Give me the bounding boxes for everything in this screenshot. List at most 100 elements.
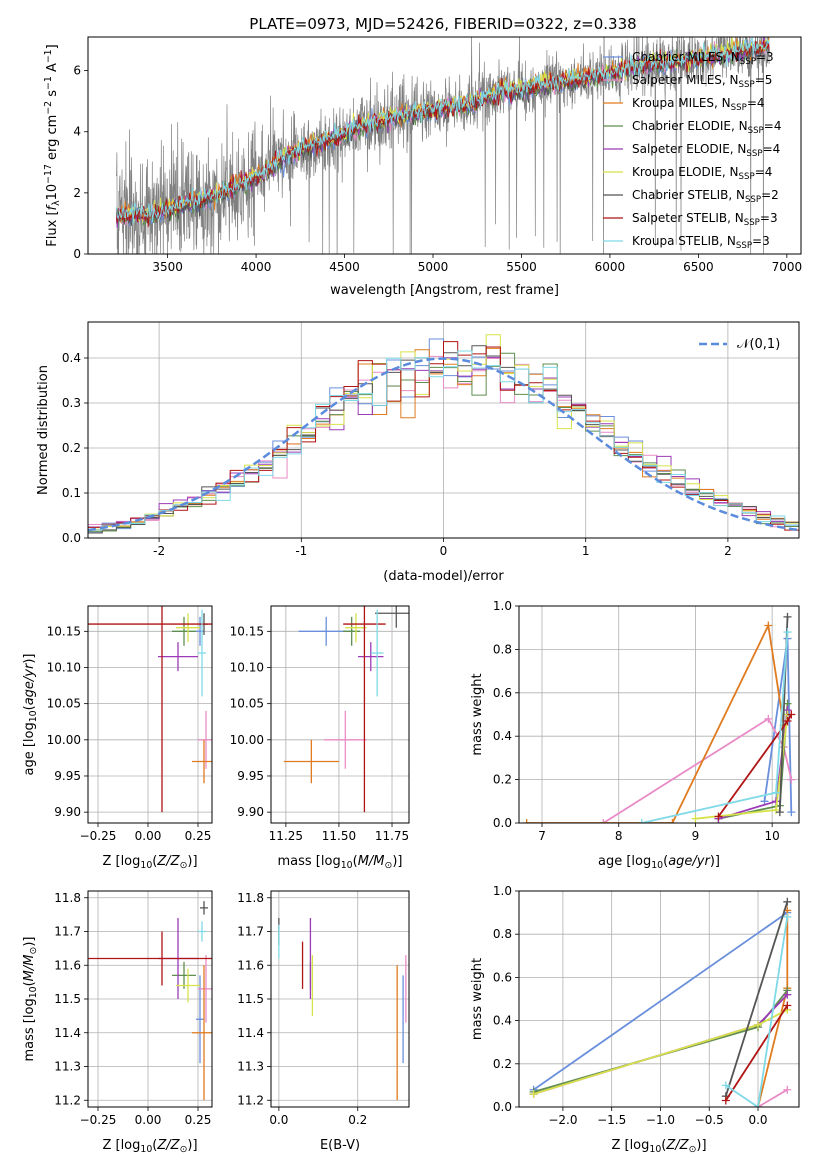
chart-layer: 3500 4000 4500 5000 5500 6000 6500 7000 0 2 4 6 wave… [22,36,802,1155]
weight-marker [764,714,773,723]
weight-line [757,1088,788,1107]
spectrum-frame [87,36,802,255]
y-tick-label: 9.90 [237,805,264,819]
weight-marker [775,808,784,817]
error-point [370,609,384,697]
mass_weight_vs_Z-xlabel: Z [log10(Z/Z⊙)] [611,1138,706,1155]
mass_weight_vs_age-frame [518,605,800,824]
weight-marker [529,1090,538,1099]
y-tick-label: 11.6 [54,958,81,972]
legend-entry: Salpeter ELODIE, NSSP=4 [632,142,780,159]
x-tick-label: -2 [153,544,165,558]
y-tick-label: 0.6 [493,686,512,700]
y-tick-label: 10.00 [47,733,81,747]
x-tick-label: 0.0 [269,1113,288,1127]
error-point [358,642,384,672]
weight-line [533,911,788,1091]
x-tick-label: −1.5 [597,1113,626,1127]
error-point [192,965,212,1101]
age_vs_Z-axes: −0.25 0.00 0.25 9.90 9.95 10.00 10.05 10.10 10.1… [47,606,212,843]
x-tick-label: 6000 [595,260,626,274]
y-tick-label: 11.8 [237,891,264,905]
x-tick-label: 9 [692,829,700,843]
x-tick-label: 0.2 [348,1113,367,1127]
age_vs_mass-frame [270,605,410,824]
weight-marker [754,1020,763,1029]
y-tick-label: 0.6 [493,970,512,984]
error-point [198,609,206,697]
error-point [176,968,200,1003]
x-tick-label: −1.0 [646,1113,675,1127]
weight-marker [787,808,796,817]
legend-entry: Kroupa STELIB, NSSP=3 [632,234,770,251]
age_vs_mass-axes: 11.25 11.50 11.75 9.90 9.95 10.00 10.05 10.10 10… [230,606,409,843]
x-tick-label: 5000 [418,260,449,274]
x-tick-label: -1 [295,544,307,558]
error-point [88,606,212,813]
weight-marker [783,1085,792,1094]
weight-marker [783,612,792,621]
weight-marker [787,710,796,719]
y-tick-label: 11.2 [237,1093,264,1107]
y-tick-label: 0.3 [62,396,81,410]
y-tick-label: 2 [73,186,81,200]
x-tick-label: 2 [724,544,732,558]
mass_weight_vs_age-xlabel: age [log10(age/yr)] [598,854,720,871]
y-tick-label: 9.95 [237,769,264,783]
y-tick-label: 4 [73,125,81,139]
y-tick-label: 1.0 [493,599,512,613]
weight-marker [783,990,792,999]
weight-marker [783,628,792,637]
x-tick-label: 7 [538,829,546,843]
y-tick-label: 11.6 [237,958,264,972]
legend-entry: Chabrier MILES, NSSP=3 [632,50,774,67]
normal-curve [88,357,799,532]
residuals-ylabel: Normed distribution [36,365,51,495]
spectrum-xlabel: wavelength [Angstrom, rest frame] [330,283,559,298]
legend-entry: Salpeter STELIB, NSSP=3 [632,211,778,228]
x-tick-label: 11.25 [269,829,303,843]
x-tick-label: −0.25 [80,829,117,843]
y-tick-label: 11.4 [54,1026,81,1040]
y-tick-label: 10.15 [47,624,81,638]
y-tick-label: 11.3 [237,1060,264,1074]
x-tick-label: 10 [765,829,780,843]
y-tick-label: 11.4 [237,1026,264,1040]
error-point [200,901,208,915]
y-tick-label: 0.1 [62,486,81,500]
y-tick-label: 11.7 [54,925,81,939]
age_vs_mass-xlabel: mass [log10(M/M⊙)] [278,854,403,871]
weight-line [725,916,789,1107]
mass_vs_Z-frame [87,890,213,1108]
x-tick-label: −0.25 [80,1113,117,1127]
mass_vs_ebv-xlabel: E(B-V) [320,1138,360,1153]
figure-title: PLATE=0973, MJD=52426, FIBERID=0322, z=0… [249,15,636,33]
age_vs_Z-frame [87,605,213,824]
error-point [88,931,212,986]
error-point [198,710,212,769]
residual-histogram [88,350,799,538]
y-tick-label: 0.0 [62,531,81,545]
y-tick-label: 6 [73,64,81,78]
weight-line [724,901,789,1097]
legend-entry: 𝒩(0,1) [737,337,780,352]
x-tick-label: 4000 [241,260,272,274]
weight-marker [783,897,792,906]
y-tick-label: 0.4 [493,1014,512,1028]
error-point [198,955,212,1023]
x-tick-label: 0.00 [135,829,162,843]
age_vs_Z-ylabel: age [log10(age/yr)] [22,653,39,775]
weight-line [602,717,793,823]
y-tick-label: 10.00 [230,733,264,747]
error-point [375,606,409,628]
error-point [196,616,204,646]
weight-marker [599,819,608,823]
mass_vs_ebv-axes: 0.0 0.2 11.2 11.3 11.4 11.5 11.6 11.7 11.8 [237,891,409,1127]
y-tick-label: 9.95 [54,769,81,783]
y-tick-label: 11.5 [54,992,81,1006]
mass_vs_Z-axes: −0.25 0.00 0.25 11.2 11.3 11.4 11.5 11.6 11.7 11.… [54,891,212,1127]
legend-entry: Kroupa MILES, NSSP=4 [632,96,765,113]
mass_vs_Z-xlabel: Z [log10(Z/Z⊙)] [102,1138,197,1155]
age_vs_Z-xlabel: Z [log10(Z/Z⊙)] [102,854,197,871]
